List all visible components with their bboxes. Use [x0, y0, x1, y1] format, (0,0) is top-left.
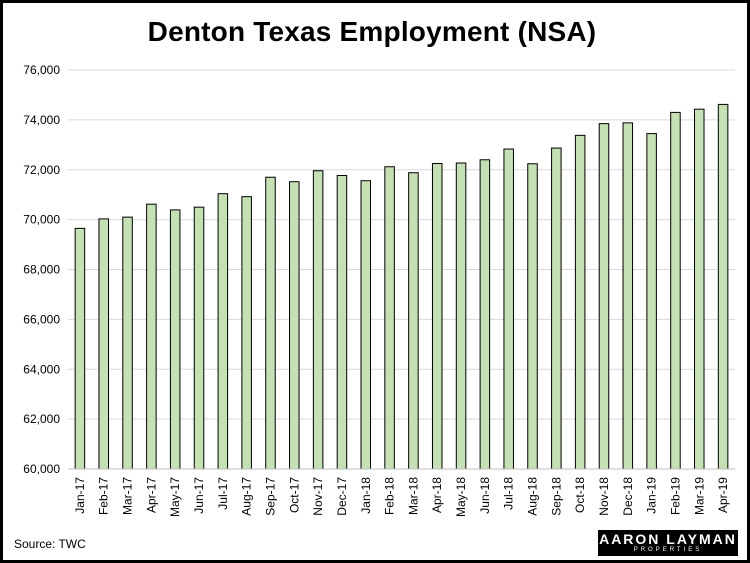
x-tick-label: Aug-17 [240, 477, 254, 516]
x-tick-label: Oct-17 [287, 477, 301, 513]
source-note: Source: TWC [14, 537, 86, 551]
x-tick-label: Nov-17 [311, 477, 325, 516]
x-tick-label: Sep-18 [549, 477, 563, 516]
bar [289, 181, 300, 470]
bar [169, 209, 181, 470]
gridlines [68, 69, 735, 420]
bar [646, 133, 657, 470]
bar [408, 172, 419, 470]
y-tick-label: 72,000 [23, 163, 60, 177]
x-tick-label: Feb-19 [668, 477, 682, 515]
bar [431, 163, 443, 470]
bar [217, 193, 229, 470]
x-tick-label: Jul-18 [502, 477, 516, 510]
x-tick-label: Jan-18 [359, 477, 373, 514]
bar [122, 216, 133, 470]
y-tick-label: 74,000 [23, 113, 60, 127]
bar [384, 166, 395, 470]
y-tick-label: 76,000 [23, 63, 60, 77]
bar [622, 122, 634, 470]
x-tick-label: Jun-18 [478, 477, 492, 514]
x-tick-label: Feb-18 [383, 477, 397, 515]
x-tick-label: Apr-17 [144, 477, 158, 513]
bar [479, 159, 491, 470]
bar [574, 134, 586, 470]
y-tick-label: 64,000 [23, 362, 60, 376]
x-tick-label: Feb-17 [97, 477, 111, 515]
y-tick-label: 66,000 [23, 312, 60, 326]
bar [74, 227, 86, 470]
x-tick-label: May-17 [168, 477, 182, 517]
y-tick-label: 60,000 [23, 462, 60, 476]
y-tick-label: 62,000 [23, 412, 60, 426]
x-tick-label: Dec-18 [621, 477, 635, 516]
bar [193, 206, 205, 470]
bar [503, 148, 514, 470]
bar [717, 103, 729, 470]
logo-main-text: AARON LAYMAN [599, 531, 737, 547]
x-tick-label: Jan-17 [73, 477, 87, 514]
x-tick-label: Mar-18 [406, 477, 420, 515]
bar [551, 147, 562, 470]
bar [265, 176, 276, 470]
x-tick-label: Aug-18 [526, 477, 540, 516]
bar [670, 111, 681, 470]
y-tick-label: 68,000 [23, 263, 60, 277]
chart-title: Denton Texas Employment (NSA) [147, 16, 597, 47]
y-axis-ticks: 60,000 62,000 64,000 66,000 68,000 70,000 72,0… [23, 63, 60, 476]
x-tick-label: Oct-18 [573, 477, 587, 513]
bar [694, 108, 705, 470]
x-tick-label: Apr-18 [430, 477, 444, 513]
bar [312, 170, 324, 470]
bar [455, 162, 467, 470]
bar [146, 203, 157, 470]
y-tick-label: 70,000 [23, 213, 60, 227]
x-axis-ticks: Jan-17 Feb-17 Mar-17 Apr-17 May-17 Jun-17 Jul-… [73, 477, 730, 517]
x-tick-label: Mar-19 [692, 477, 706, 515]
x-tick-label: Sep-17 [263, 477, 277, 516]
x-tick-label: May-18 [454, 477, 468, 517]
x-tick-label: Nov-18 [597, 477, 611, 516]
x-tick-label: Mar-17 [121, 477, 135, 515]
bar [527, 163, 538, 470]
logo-sub-text: PROPERTIES [633, 547, 703, 553]
x-tick-label: Apr-19 [716, 477, 730, 513]
bar [241, 196, 252, 470]
x-tick-label: Jul-17 [216, 477, 230, 510]
brand-logo: AARON LAYMAN PROPERTIES [598, 530, 738, 556]
bars [74, 103, 729, 470]
bar [98, 218, 109, 470]
x-tick-label: Dec-17 [335, 477, 349, 516]
bar [360, 180, 372, 470]
bar [598, 123, 610, 470]
bar [336, 174, 348, 470]
x-tick-label: Jun-17 [192, 477, 206, 514]
x-tick-label: Jan-19 [645, 477, 659, 514]
